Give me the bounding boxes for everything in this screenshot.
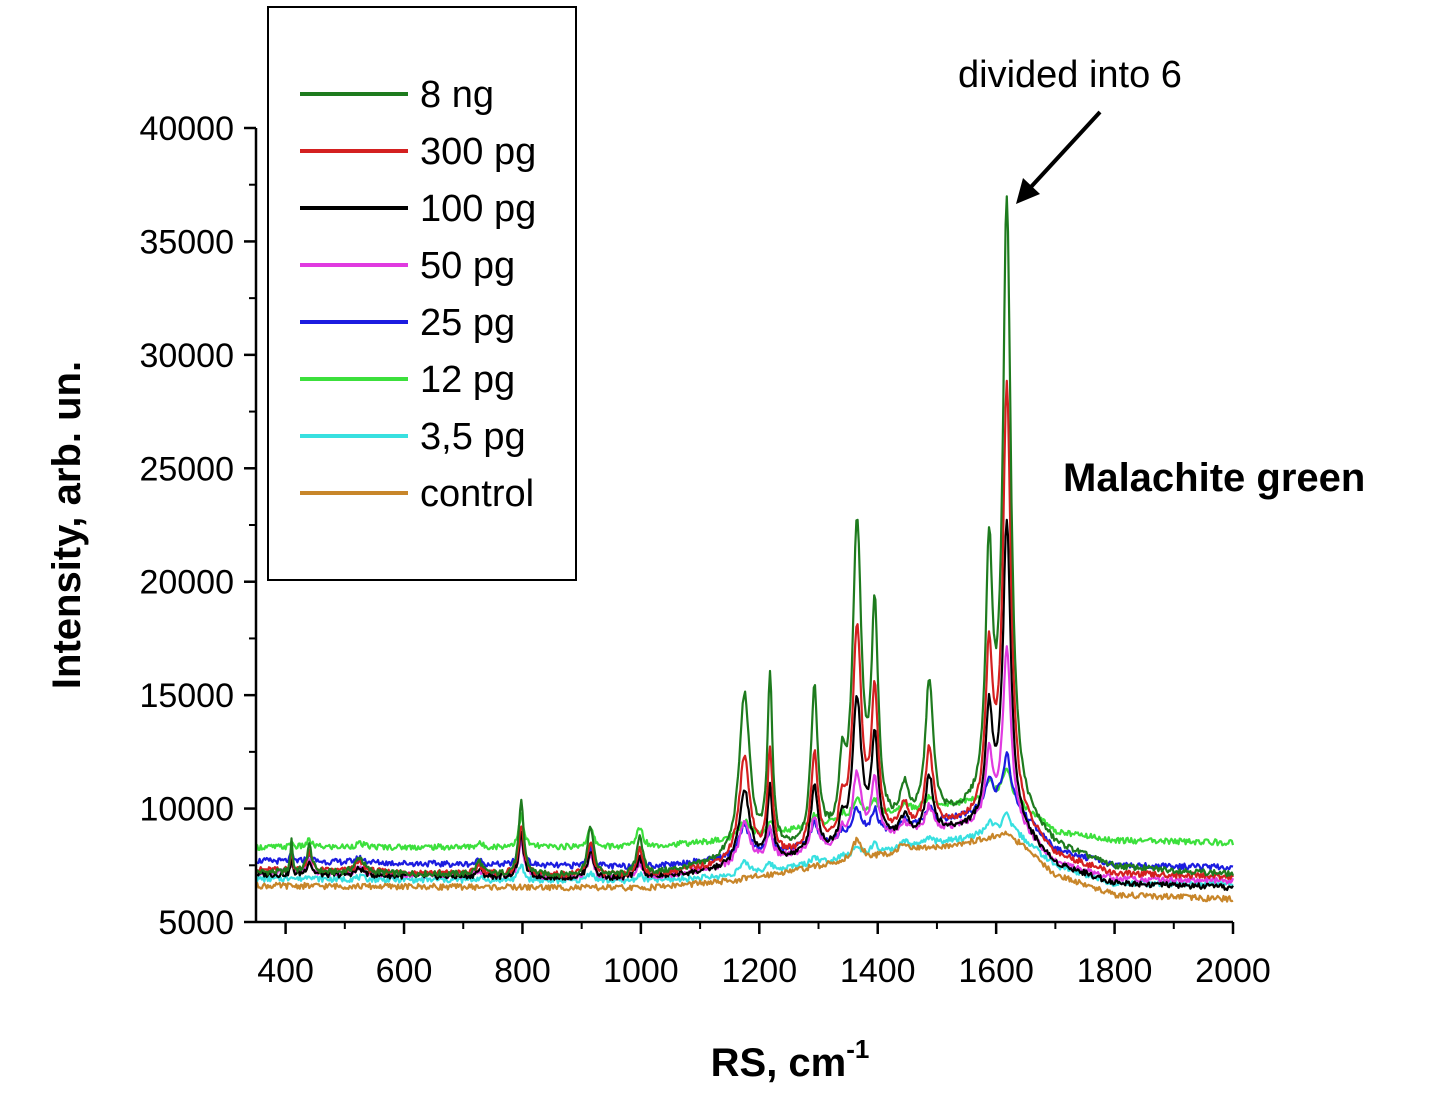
x-axis-title: RS, cm-1	[711, 1034, 870, 1085]
legend-label: 100 pg	[420, 188, 536, 230]
y-axis-title: Intensity, arb. un.	[45, 361, 89, 689]
chart-title: Malachite green	[1063, 456, 1365, 500]
y-tick-label: 10000	[139, 791, 234, 829]
y-tick-label: 20000	[139, 564, 234, 602]
x-tick-label: 400	[257, 952, 314, 990]
ticks: 400 600 800 1000 1200 1400 1600 1800 2000 5000 100…	[139, 110, 1270, 990]
series-layer	[254, 195, 1235, 903]
legend-label: 8 ng	[420, 74, 494, 116]
y-tick-label: 40000	[139, 110, 234, 148]
legend-box	[267, 6, 577, 581]
x-tick-label: 1000	[603, 952, 679, 990]
x-tick-label: 1200	[721, 952, 797, 990]
x-tick-label: 800	[494, 952, 551, 990]
y-tick-label: 35000	[139, 223, 234, 261]
series-line-control	[254, 830, 1234, 903]
y-tick-label: 30000	[139, 337, 234, 375]
legend-label: 12 pg	[420, 359, 515, 401]
series-line-25-pg	[255, 751, 1234, 872]
x-tick-label: 1800	[1077, 952, 1153, 990]
x-tick-label: 1600	[958, 952, 1034, 990]
x-axis-title-main: RS, cm	[711, 1041, 847, 1085]
x-axis-title-sup: -1	[846, 1034, 869, 1064]
x-tick-label: 2000	[1195, 952, 1271, 990]
legend-label: 25 pg	[420, 302, 515, 344]
y-tick-label: 25000	[139, 450, 234, 488]
y-tick-label: 5000	[158, 904, 234, 942]
legend: 8 ng 300 pg 100 pg 50 pg 25 pg 12 pg 3,5 pg con…	[267, 6, 577, 581]
legend-label: 300 pg	[420, 131, 536, 173]
x-tick-label: 1400	[840, 952, 916, 990]
series-line-8-ng	[254, 195, 1235, 878]
legend-label: control	[420, 473, 534, 515]
series-line-3-5-pg	[255, 811, 1234, 888]
legend-label: 3,5 pg	[420, 416, 526, 458]
annotation-arrow	[1016, 110, 1102, 204]
y-tick-label: 15000	[139, 677, 234, 715]
legend-label: 50 pg	[420, 245, 515, 287]
annotation-text: divided into 6	[958, 54, 1182, 96]
x-tick-label: 600	[376, 952, 433, 990]
